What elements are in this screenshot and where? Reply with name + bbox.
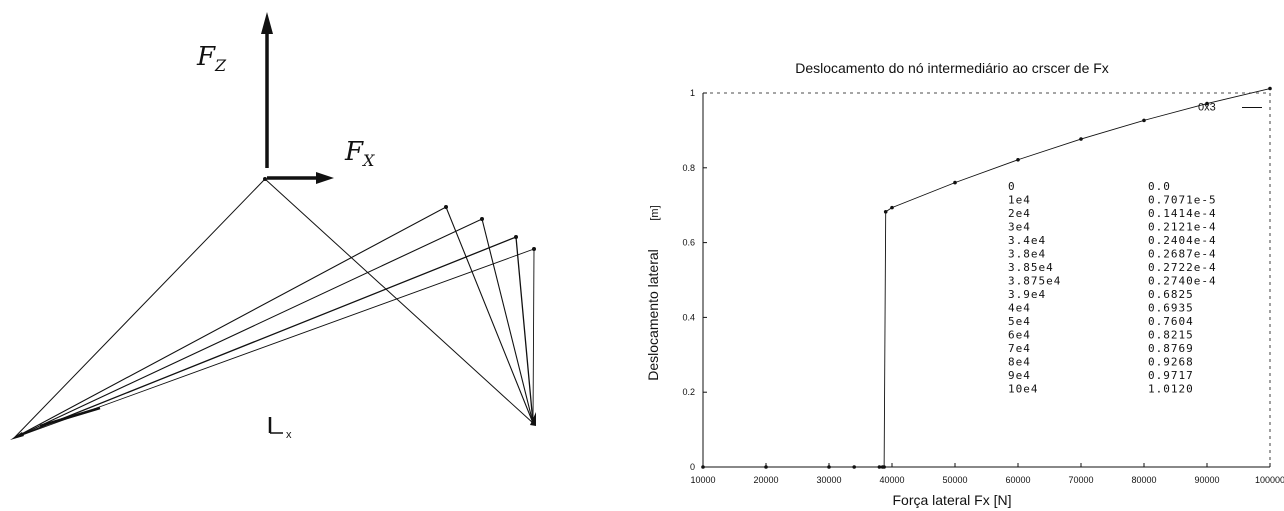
table-displacement: 0.6825 [1148, 288, 1194, 301]
fx-label: FX [344, 137, 375, 170]
table-force: 8e4 [1008, 356, 1031, 369]
table-displacement: 0.9268 [1148, 356, 1194, 369]
axis-indicator: x [268, 417, 292, 441]
table-force: 3.875e4 [1008, 275, 1061, 288]
x-tick-label: 80000 [1131, 475, 1156, 485]
table-force: 1e4 [1008, 194, 1031, 207]
x-axis-label: Força lateral Fx [N] [892, 492, 1011, 508]
fx-arrow-head [316, 172, 334, 184]
x-tick-label: 100000 [1255, 475, 1284, 485]
chart-title: Deslocamento do nó intermediário ao crsc… [795, 60, 1109, 76]
truss-node-top [263, 177, 267, 181]
data-point [1205, 101, 1209, 106]
x-tick-label: 20000 [753, 475, 778, 485]
x-tick-label: 10000 [690, 475, 715, 485]
table-displacement: 0.0 [1148, 180, 1171, 193]
x-tick-label: 50000 [942, 475, 967, 485]
table-force: 0 [1008, 180, 1016, 193]
table-force: 3.85e4 [1008, 261, 1054, 274]
table-force: 4e4 [1008, 302, 1031, 315]
table-displacement: 0.2740e-4 [1148, 275, 1217, 288]
table-force: 2e4 [1008, 207, 1031, 220]
displacement-chart: Deslocamento do nó intermediário ao crsc… [645, 60, 1284, 508]
table-displacement: 0.7071e-5 [1148, 194, 1217, 207]
data-point [1142, 118, 1146, 123]
x-tick-label: 90000 [1194, 475, 1219, 485]
table-force: 6e4 [1008, 329, 1031, 342]
data-point [764, 465, 768, 469]
data-point [701, 465, 705, 469]
y-tick-label: 0.8 [682, 163, 695, 173]
data-point [852, 465, 856, 469]
data-point [827, 465, 831, 469]
y-tick-label: 0.2 [682, 387, 695, 397]
axis-indicator-label: x [286, 429, 292, 441]
fz-subscript: Z [214, 56, 227, 75]
table-displacement: 0.2121e-4 [1148, 221, 1217, 234]
data-point [877, 465, 882, 469]
table-force: 5e4 [1008, 315, 1031, 328]
y-axis-unit: [m] [649, 205, 661, 220]
table-force: 7e4 [1008, 342, 1031, 355]
support-left [10, 432, 24, 440]
table-displacement: 0.8769 [1148, 342, 1194, 355]
x-tick-label: 60000 [1005, 475, 1030, 485]
data-point [1079, 137, 1083, 141]
table-displacement: 0.9717 [1148, 369, 1194, 382]
table-force: 3e4 [1008, 221, 1031, 234]
truss-bar-left [13, 178, 266, 439]
y-tick-label: 0.4 [682, 312, 695, 322]
deformed-shape-3 [13, 236, 534, 439]
data-point [883, 209, 888, 214]
y-tick-label: 1 [690, 88, 695, 98]
y-tick-label: 0 [690, 462, 695, 472]
support-right [530, 412, 536, 426]
table-force: 3.8e4 [1008, 248, 1046, 261]
data-point [1016, 157, 1020, 162]
deformed-shapes [13, 206, 535, 439]
data-point [953, 180, 957, 185]
deformed-shape-1 [13, 206, 534, 439]
data-point [890, 205, 894, 210]
table-displacement: 0.1414e-4 [1148, 207, 1217, 220]
table-displacement: 1.0120 [1148, 383, 1194, 396]
table-displacement: 0.2687e-4 [1148, 248, 1217, 261]
table-force: 3.9e4 [1008, 288, 1046, 301]
y-axis-label: Deslocamento lateral [645, 249, 661, 381]
table-displacement: 0.8215 [1148, 329, 1194, 342]
table-displacement: 0.6935 [1148, 302, 1194, 315]
deformed-nodes [444, 205, 536, 251]
table-force: 3.4e4 [1008, 234, 1046, 247]
truss-diagram: FZ FX x [10, 12, 536, 441]
x-tick-label: 40000 [879, 475, 904, 485]
table-displacement: 0.2722e-4 [1148, 261, 1217, 274]
data-point [882, 465, 886, 469]
table-displacement: 0.7604 [1148, 315, 1194, 328]
fz-arrow-head [261, 12, 273, 34]
x-tick-label: 30000 [816, 475, 841, 485]
table-displacement: 0.2404e-4 [1148, 234, 1217, 247]
fz-label: FZ [196, 42, 227, 75]
x-tick-label: 70000 [1068, 475, 1093, 485]
table-force: 9e4 [1008, 369, 1031, 382]
y-tick-label: 0.6 [682, 238, 695, 248]
annotation-label: 0x3 [1198, 102, 1216, 114]
fx-subscript: X [361, 151, 375, 170]
deformed-shape-2 [13, 218, 534, 439]
data-point [1268, 86, 1272, 91]
truss-bar-right [264, 178, 534, 424]
table-force: 10e4 [1008, 383, 1039, 396]
